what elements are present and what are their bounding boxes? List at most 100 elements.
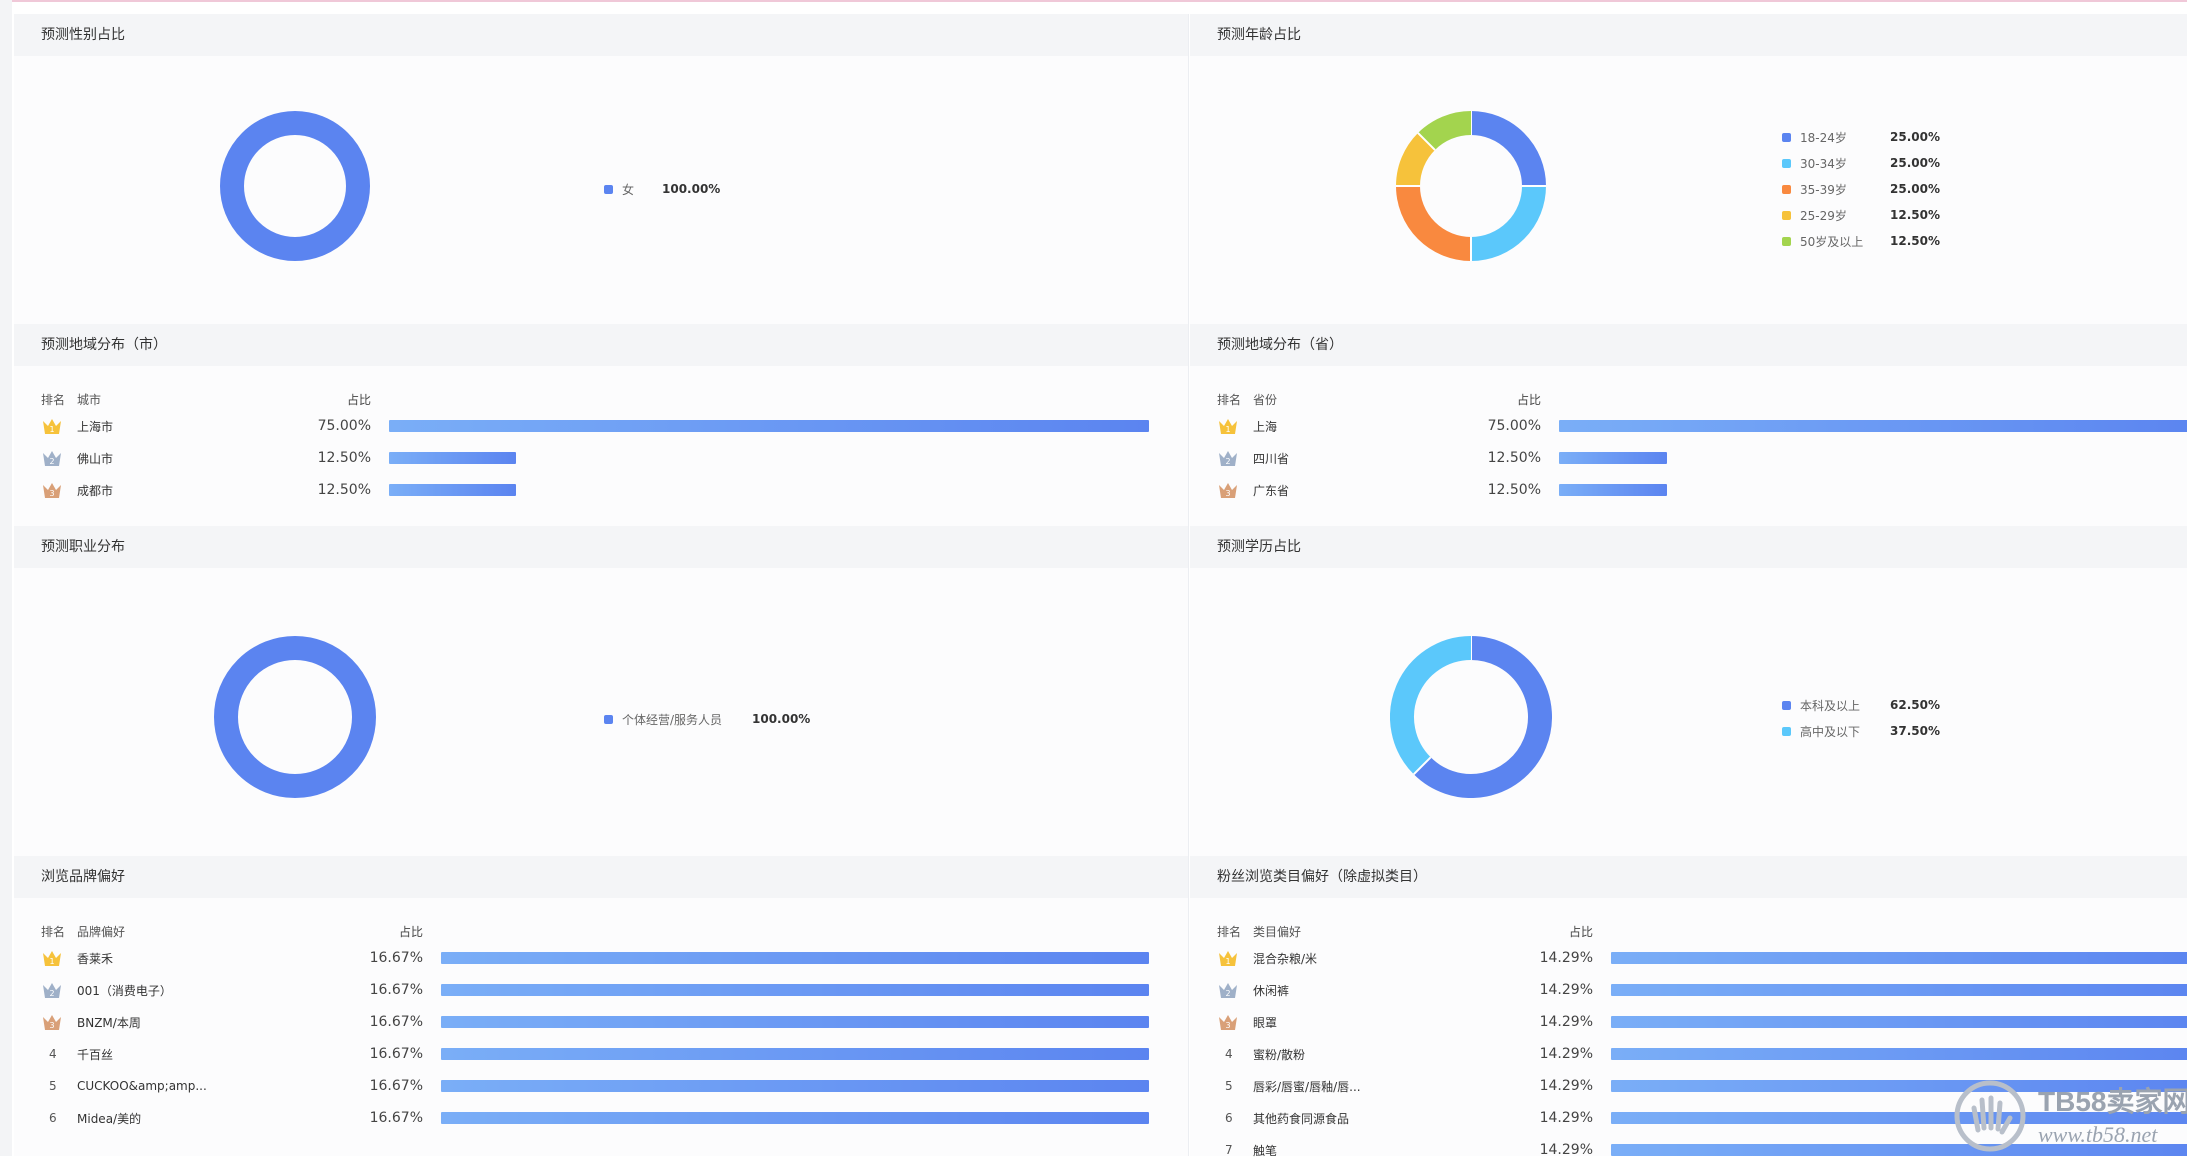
legend-item[interactable]: 50岁及以上 12.50%: [1782, 228, 1940, 254]
job-donut[interactable]: [214, 636, 376, 802]
legend-item[interactable]: 本科及以上 62.50%: [1782, 692, 1940, 718]
rank-cell: 5: [41, 1079, 77, 1093]
pct-cell: 16.67%: [369, 1046, 423, 1062]
donut-slice[interactable]: [1396, 185, 1472, 261]
pct-cell: 14.29%: [1539, 1110, 1593, 1126]
table-row[interactable]: 6 Midea/美的 16.67%: [41, 1102, 1188, 1134]
legend-value: 25.00%: [1890, 130, 1940, 144]
gender-donut[interactable]: [220, 111, 370, 265]
slice-separator: [1413, 756, 1432, 775]
legend-label: 女: [622, 182, 635, 197]
rank-cell: 3: [41, 480, 77, 500]
left-strip: [0, 0, 12, 1156]
category-section: 粉丝浏览类目偏好（除虚拟类目） 排名 类目偏好 占比 1 混合杂粮/米 14.29% 2 休闲…: [1190, 856, 2187, 1158]
legend-item[interactable]: 个体经营/服务人员 100.00%: [604, 706, 810, 732]
name-cell: 触笔: [1253, 1143, 1278, 1158]
svg-text:2: 2: [1225, 457, 1230, 466]
header-pct: 占比: [1568, 924, 1593, 939]
table-row[interactable]: 2 001（消费电子） 16.67%: [41, 974, 1188, 1006]
table-row[interactable]: 3 成都市 12.50%: [41, 474, 1188, 506]
rank-2-crown-icon: 2: [43, 983, 61, 998]
age-donut[interactable]: [1396, 111, 1546, 265]
name-cell: 上海: [1253, 419, 1278, 434]
rank-number: 4: [1225, 1047, 1233, 1061]
top-border: [0, 0, 2187, 2]
table-row[interactable]: 4 千百丝 16.67%: [41, 1038, 1188, 1070]
table-row[interactable]: 2 休闲裤 14.29%: [1217, 974, 2187, 1006]
table-row[interactable]: 1 上海市 75.00%: [41, 410, 1188, 442]
pct-cell: 16.67%: [369, 1014, 423, 1030]
legend-label: 高中及以下: [1800, 724, 1861, 739]
table-row[interactable]: 2 佛山市 12.50%: [41, 442, 1188, 474]
pct-bar: [441, 1080, 1149, 1092]
legend-item[interactable]: 30-34岁 25.00%: [1782, 150, 1940, 176]
table-row[interactable]: 1 香莱禾 16.67%: [41, 942, 1188, 974]
pct-bar: [1559, 420, 2187, 432]
legend-swatch: [1782, 158, 1791, 168]
table-row[interactable]: 2 四川省 12.50%: [1217, 442, 2187, 474]
pct-cell: 14.29%: [1539, 950, 1593, 966]
pct-cell: 16.67%: [369, 1110, 423, 1126]
edu-section: 预测学历占比 本科及以上 62.50% 高中及以下 37.50%: [1190, 526, 2187, 856]
legend-swatch: [604, 184, 613, 194]
table-row[interactable]: 3 BNZM/本周 16.67%: [41, 1006, 1188, 1038]
header-name: 省份: [1253, 392, 1278, 407]
header-name: 城市: [77, 392, 102, 407]
legend-value: 100.00%: [662, 182, 721, 196]
rank-1-crown-icon: 1: [43, 419, 61, 434]
donut-slice[interactable]: [1470, 111, 1546, 187]
rank-cell: 2: [41, 448, 77, 468]
rank-cell: 2: [1217, 980, 1253, 1000]
legend-item[interactable]: 女 100.00%: [604, 176, 720, 202]
table-row[interactable]: 7 触笔 14.29%: [1217, 1134, 2187, 1166]
donut-slice[interactable]: [1390, 636, 1472, 775]
logo-url: www.tb58.net: [2038, 1122, 2158, 1147]
city-table: 排名 城市 占比 1 上海市 75.00% 2 佛山市 12.50% 3 成都市 12.50%: [41, 388, 1188, 506]
donut-slice[interactable]: [1417, 111, 1472, 151]
table-row[interactable]: 4 蜜粉/散粉 14.29%: [1217, 1038, 2187, 1070]
donut-slice[interactable]: [214, 636, 376, 798]
header-name: 类目偏好: [1253, 924, 1302, 939]
rank-cell: 4: [1217, 1047, 1253, 1061]
header-rank: 排名: [41, 924, 66, 939]
table-row[interactable]: 5 唇彩/唇蜜/唇釉/唇... 14.29%: [1217, 1070, 2187, 1102]
table-row[interactable]: 3 广东省 12.50%: [1217, 474, 2187, 506]
pct-bar: [1611, 1048, 2187, 1060]
job-section: 预测职业分布 个体经营/服务人员 100.00%: [14, 526, 1188, 856]
legend-label: 50岁及以上: [1800, 234, 1864, 249]
edu-donut[interactable]: [1390, 636, 1552, 802]
category-table: 排名 类目偏好 占比 1 混合杂粮/米 14.29% 2 休闲裤 14.29% 3 眼罩 14.29%…: [1217, 920, 2187, 1166]
table-row[interactable]: 6 其他药食同源食品 14.29%: [1217, 1102, 2187, 1134]
donut-slice[interactable]: [1470, 185, 1546, 261]
province-section: 预测地域分布（省） 排名 省份 占比 1 上海 75.00% 2 四川省 12.50% 3 广东省 1…: [1190, 324, 2187, 526]
header-name: 品牌偏好: [77, 924, 126, 939]
section-title: 预测职业分布: [14, 526, 1188, 568]
legend-item[interactable]: 25-29岁 12.50%: [1782, 202, 1940, 228]
legend-label: 个体经营/服务人员: [622, 712, 723, 727]
pct-cell: 75.00%: [1487, 418, 1541, 434]
donut-slice[interactable]: [220, 111, 370, 261]
pct-cell: 16.67%: [369, 950, 423, 966]
rank-2-crown-icon: 2: [1219, 451, 1237, 466]
table-header: 排名 城市 占比: [41, 388, 1188, 410]
legend-item[interactable]: 18-24岁 25.00%: [1782, 124, 1940, 150]
header-pct: 占比: [346, 392, 371, 407]
legend-item[interactable]: 高中及以下 37.50%: [1782, 718, 1940, 744]
pct-cell: 14.29%: [1539, 982, 1593, 998]
table-row[interactable]: 1 上海 75.00%: [1217, 410, 2187, 442]
rank-cell: 7: [1217, 1143, 1253, 1157]
table-row[interactable]: 3 眼罩 14.29%: [1217, 1006, 2187, 1038]
section-title: 粉丝浏览类目偏好（除虚拟类目）: [1190, 856, 2187, 898]
donut-slice[interactable]: [1413, 636, 1552, 798]
svg-text:2: 2: [1225, 989, 1230, 998]
gender-legend: 女 100.00%: [604, 176, 720, 202]
table-row[interactable]: 5 CUCKOO&amp;amp... 16.67%: [41, 1070, 1188, 1102]
table-row[interactable]: 1 混合杂粮/米 14.29%: [1217, 942, 2187, 974]
pct-cell: 16.67%: [369, 1078, 423, 1094]
donut-slice[interactable]: [1396, 132, 1436, 187]
header-rank: 排名: [1217, 392, 1242, 407]
legend-value: 25.00%: [1890, 182, 1940, 196]
legend-item[interactable]: 35-39岁 25.00%: [1782, 176, 1940, 202]
rank-2-crown-icon: 2: [1219, 983, 1237, 998]
